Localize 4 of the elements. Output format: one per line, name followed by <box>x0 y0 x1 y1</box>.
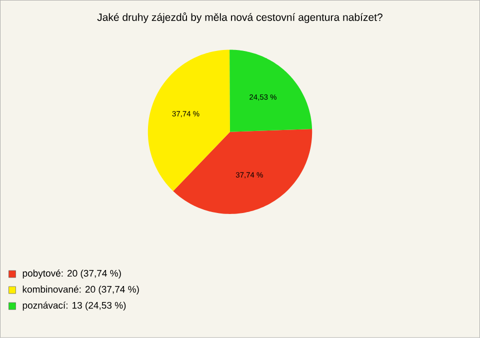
chart-title: Jaké druhy zájezdů by měla nová cestovní agentura nabízet? <box>97 12 382 24</box>
legend-label: kombinované: 20 (37,74 %) <box>22 286 139 295</box>
legend-label: pobytové: 20 (37,74 %) <box>22 270 121 279</box>
legend-label: poznávací: 13 (24,53 %) <box>22 302 126 311</box>
